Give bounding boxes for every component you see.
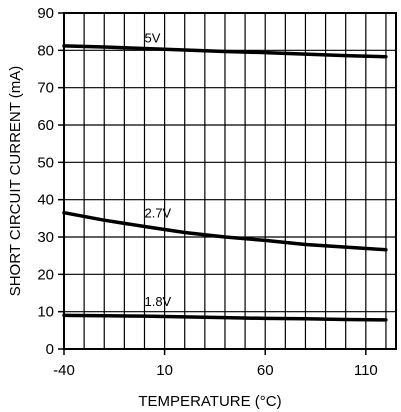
tick-labels: 0 10 20 30 40 50 60 70 80 90 -40 10 60 110 xyxy=(37,5,377,379)
x-tick-label: -40 xyxy=(53,362,75,379)
series-labels: 5V 2.7V 1.8V xyxy=(144,30,171,309)
plot-frame xyxy=(63,12,397,350)
y-tick-label: 0 xyxy=(46,341,54,358)
y-tick-label: 80 xyxy=(37,42,54,59)
y-tick-label: 20 xyxy=(37,266,54,283)
x-tick-label: 110 xyxy=(354,362,378,379)
series-line xyxy=(62,44,388,59)
y-tick-label: 50 xyxy=(37,154,54,171)
y-tick-label: 40 xyxy=(37,192,54,209)
y-tick-label: 60 xyxy=(37,117,54,134)
series-lines xyxy=(62,44,388,322)
series-label: 2.7V xyxy=(144,206,171,221)
series-label: 5V xyxy=(144,30,160,45)
y-tick-label: 70 xyxy=(37,80,54,97)
series-label: 1.8V xyxy=(144,294,171,309)
x-tick-label: 60 xyxy=(257,362,274,379)
y-tick-label: 90 xyxy=(37,5,54,22)
y-tick-label: 30 xyxy=(37,229,54,246)
x-axis-title: TEMPERATURE (°C) xyxy=(138,393,281,410)
series-line xyxy=(62,313,388,322)
grid xyxy=(63,12,397,350)
series-line xyxy=(62,210,388,252)
y-axis-title: SHORT CIRCUIT CURRENT (mA) xyxy=(7,66,24,297)
y-tick-label: 10 xyxy=(37,304,54,321)
x-tick-label: 10 xyxy=(156,362,173,379)
